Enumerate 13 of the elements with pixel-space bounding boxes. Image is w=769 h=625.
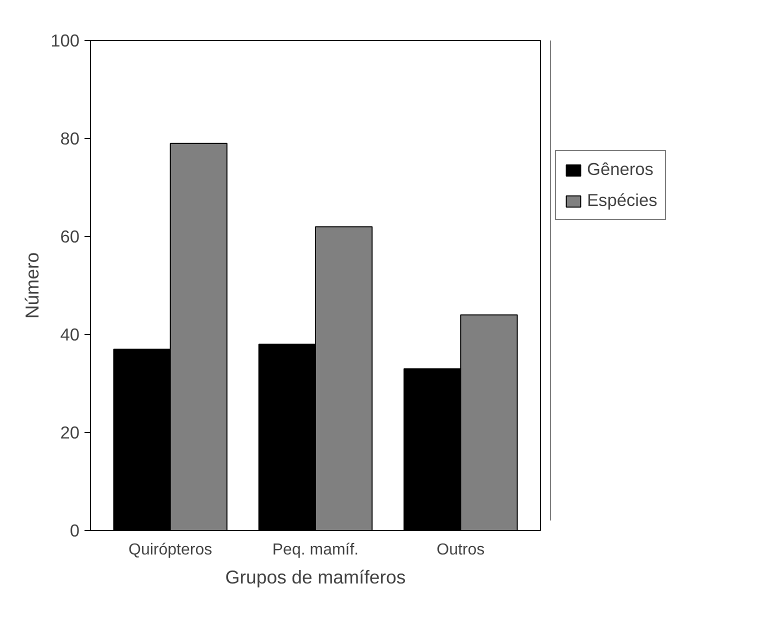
y-tick-label: 80 (60, 128, 80, 148)
y-tick-label: 40 (60, 324, 80, 344)
y-tick-label: 60 (60, 226, 80, 246)
x-axis-title: Grupos de mamíferos (225, 566, 406, 588)
y-tick-label: 100 (50, 30, 80, 50)
x-tick-label: Quirópteros (128, 542, 212, 558)
y-tick-label: 0 (70, 520, 80, 540)
legend-label: Espécies (587, 190, 658, 211)
x-tick-label: Peq. mamíf. (272, 542, 359, 558)
legend-label: Gêneros (587, 159, 654, 180)
y-tick-label: 20 (60, 422, 80, 442)
x-tick-label: Outros (436, 542, 485, 558)
y-axis-title: Número (22, 252, 43, 319)
